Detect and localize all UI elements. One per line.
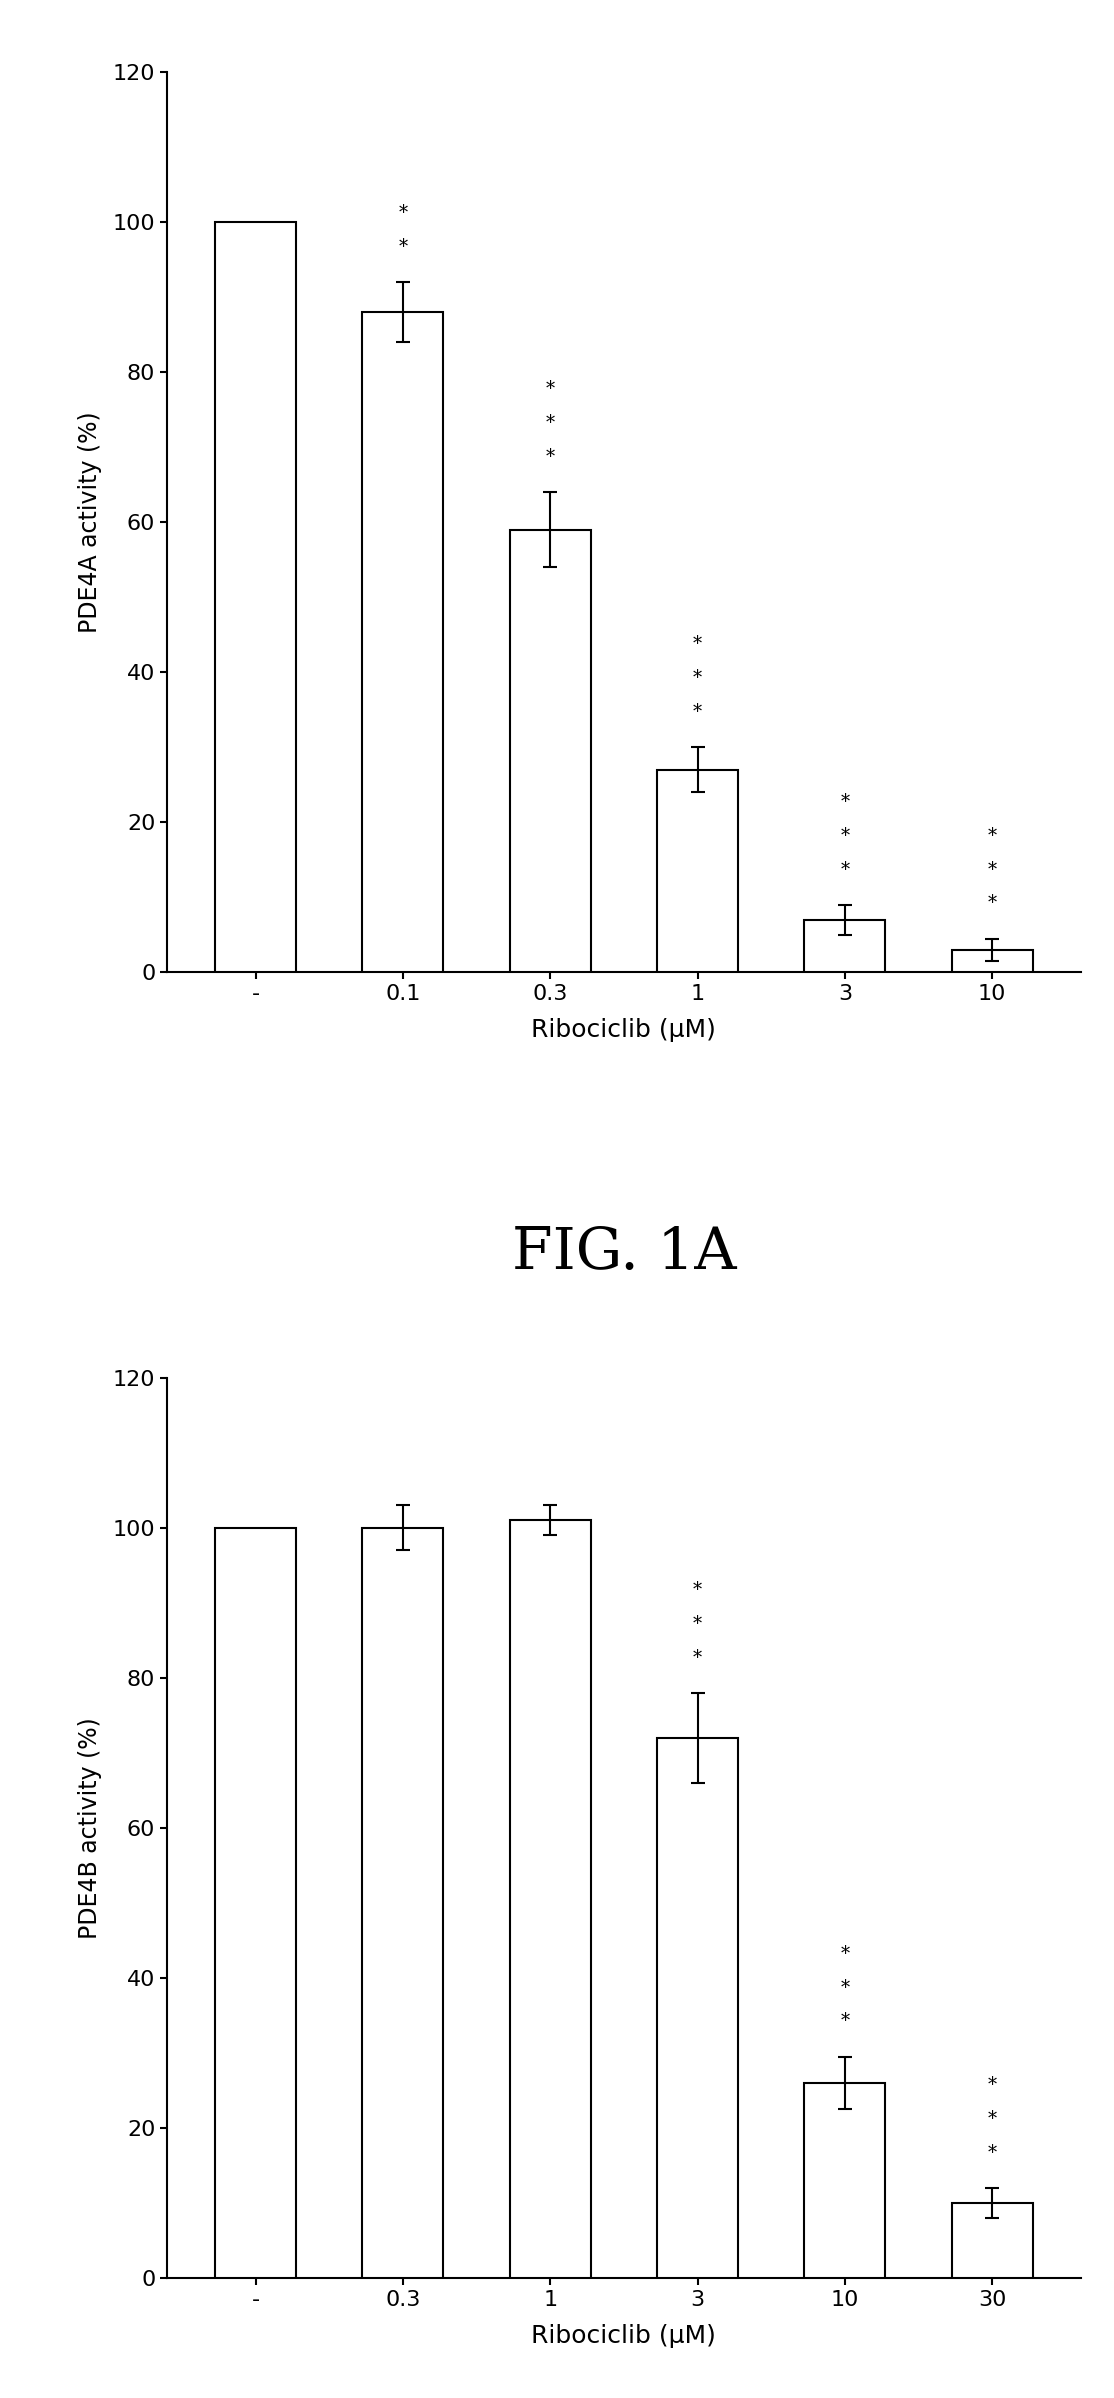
Bar — [510, 530, 590, 974]
Text: *: * — [693, 1614, 702, 1633]
Text: *: * — [399, 237, 408, 257]
Bar — [951, 2204, 1033, 2278]
Text: *: * — [693, 669, 702, 688]
Bar — [510, 1520, 590, 2278]
Bar — [362, 1528, 443, 2278]
Y-axis label: PDE4A activity (%): PDE4A activity (%) — [78, 412, 101, 633]
Bar — [657, 770, 739, 974]
Text: *: * — [988, 2144, 997, 2161]
Text: *: * — [840, 1945, 849, 1964]
Bar — [804, 2084, 886, 2278]
Text: *: * — [546, 415, 555, 432]
Bar — [804, 921, 886, 974]
Text: *: * — [988, 2077, 997, 2093]
Text: *: * — [693, 703, 702, 722]
Bar — [657, 1739, 739, 2278]
Y-axis label: PDE4B activity (%): PDE4B activity (%) — [78, 1717, 101, 1938]
Bar — [362, 312, 443, 974]
Text: *: * — [546, 381, 555, 398]
Bar — [951, 950, 1033, 974]
Text: *: * — [840, 794, 849, 811]
Text: *: * — [840, 861, 849, 878]
Text: *: * — [399, 204, 408, 223]
Bar — [215, 223, 296, 974]
Text: *: * — [840, 1978, 849, 1998]
Text: *: * — [840, 827, 849, 844]
X-axis label: Ribociclib (μM): Ribociclib (μM) — [531, 1019, 716, 1043]
Text: *: * — [693, 1580, 702, 1599]
Text: *: * — [840, 2012, 849, 2031]
X-axis label: Ribociclib (μM): Ribociclib (μM) — [531, 2324, 716, 2348]
Text: FIG. 1A: FIG. 1A — [511, 1225, 736, 1281]
Text: *: * — [988, 2110, 997, 2127]
Text: *: * — [988, 894, 997, 911]
Bar — [215, 1528, 296, 2278]
Text: *: * — [693, 635, 702, 655]
Text: *: * — [988, 827, 997, 844]
Text: *: * — [988, 861, 997, 878]
Text: *: * — [693, 1647, 702, 1667]
Text: *: * — [546, 448, 555, 465]
